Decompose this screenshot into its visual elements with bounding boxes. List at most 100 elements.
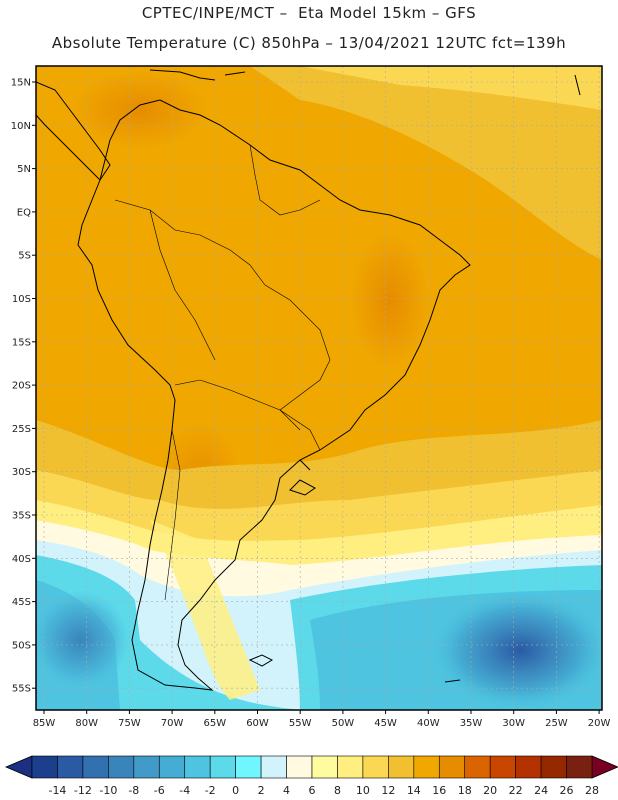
colorbar-label: 2 [258,784,265,797]
border-bolivia-brazil [264,284,331,411]
colorbar-swatch [209,755,236,779]
country-borders [114,144,331,601]
lat-label: 50S [12,640,31,651]
lat-label: 35S [12,511,31,522]
colorbar-swatch [337,755,364,779]
colorbar-label: 14 [407,784,421,797]
lat-label: EQ [17,207,31,218]
lat-label: 15N [11,78,31,89]
caribbean-islands [149,69,581,96]
lon-label: 25W [545,718,568,729]
falklands [248,654,274,667]
south-georgia [444,679,461,683]
colorbar-label: 26 [560,784,574,797]
lat-label: 5S [18,251,31,262]
colorbar: -14 -12 -10 -8 -6 -4 -2 0 2 4 6 8 10 12 14 16 18 20 22 24 26… [4,755,618,797]
lat-label: 15S [12,337,31,348]
colorbar-swatch [413,755,440,779]
field-cold-west [36,590,130,690]
lon-label: 75W [118,718,141,729]
central-america-outline [36,81,111,181]
coastlines [36,69,581,691]
lon-label: 40W [417,718,440,729]
colorbar-label: 20 [483,784,497,797]
longitude-labels: 85W 80W 75W 70W 65W 60W 55W 50W 45W 40W 35W 30W 25W 2… [33,710,611,729]
field-ne-light [300,66,602,110]
lat-label: 30S [12,467,31,478]
lon-label: 65W [203,718,226,729]
colorbar-swatch [286,755,313,779]
map-frame [35,65,603,711]
colorbar-label: 10 [356,784,370,797]
border-paraguay [279,409,321,451]
colorbar-swatch [108,755,135,779]
map-title-line1: CPTEC/INPE/MCT – Eta Model 15km – GFS [141,4,477,22]
colorbar-swatch [311,755,338,779]
colorbar-label: 8 [334,784,341,797]
colorbar-swatch [184,755,211,779]
lat-label: 25S [12,424,31,435]
colorbar-swatch [235,755,262,779]
lon-label: 50W [332,718,355,729]
colorbar-swatch [133,755,160,779]
colorbar-swatch [82,755,109,779]
lat-label: 10S [12,294,31,305]
lon-label: 35W [460,718,483,729]
colorbar-high-arrow [591,755,618,779]
colorbar-label: 4 [283,784,290,797]
lon-label: 45W [374,718,397,729]
colorbar-label: -8 [128,784,139,797]
colorbar-swatch [57,755,84,779]
colorbar-swatch [566,755,593,779]
lat-label: 10N [11,121,31,132]
colorbar-label: 28 [585,784,599,797]
colorbar-label: -6 [154,784,165,797]
colorbar-swatch [31,755,58,779]
lakes-and-rivers [289,459,316,496]
field-warm-caribbean [70,70,210,150]
colorbar-swatch [362,755,389,779]
lon-label: 55W [289,718,312,729]
colorbar-label: -12 [74,784,92,797]
colorbar-swatch [260,755,287,779]
colorbar-swatch [158,755,186,779]
colorbar-label: -10 [99,784,117,797]
border-venezuela-guyana [249,144,321,216]
latitude-labels: 15N 10N 5N EQ 5S 10S 15S 20S 25S 30S 35S 40S 45S 50S 5… [11,78,36,695]
field-warm-brazil [350,230,430,370]
colorbar-low-arrow [4,755,33,779]
colorbar-label: 12 [381,784,395,797]
colorbar-label: -2 [205,784,216,797]
colorbar-label: 22 [509,784,523,797]
border-bolivia-argentina [174,379,301,431]
map-title-line2: Absolute Temperature (C) 850hPa – 13/04/… [51,34,567,52]
colorbar-label: 0 [232,784,239,797]
lon-label: 30W [502,718,525,729]
colorbar-swatch [388,755,415,779]
lat-label: 20S [12,381,31,392]
lat-label: 40S [12,554,31,565]
lat-label: 45S [12,597,31,608]
border-peru-brazil [149,209,216,361]
colorbar-swatch [540,755,567,779]
lat-lon-grid [36,66,602,710]
colorbar-swatch [438,755,466,779]
colorbar-swatch [464,755,491,779]
colorbar-swatch [515,755,542,779]
colorbar-label: 18 [458,784,472,797]
field-cold-core [430,590,602,710]
south-america-outline [77,99,471,691]
field-ne-band [250,66,602,260]
colorbar-swatch [489,755,516,779]
lon-label: 20W [588,718,611,729]
lat-label: 55S [12,684,31,695]
colorbar-label: 16 [432,784,446,797]
lon-label: 80W [75,718,98,729]
lat-label: 5N [17,164,31,175]
field-patagonia-tongue [150,520,260,700]
temperature-field [36,66,602,710]
lon-label: 60W [246,718,269,729]
colorbar-label: -4 [179,784,190,797]
border-chile-argentina [164,429,181,601]
